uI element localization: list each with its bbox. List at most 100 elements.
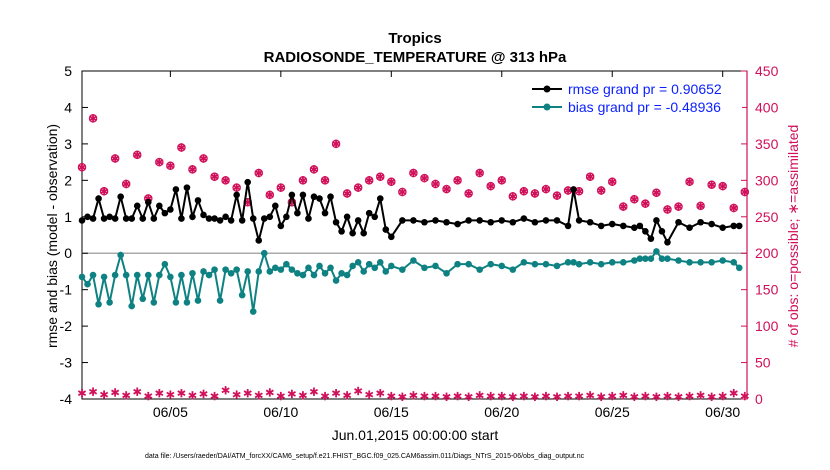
star-stroke: [597, 187, 606, 194]
y2-tick-label: 450: [755, 63, 779, 79]
bias-point: [586, 259, 594, 266]
obs-assimilated-point: [586, 391, 595, 400]
bias-point: [349, 262, 356, 270]
obs-assimilated-point: [475, 391, 484, 400]
star-stroke: [298, 392, 308, 399]
star-stroke: [387, 393, 396, 399]
obs-assimilated-point: [530, 392, 539, 402]
y2-tick-label: 100: [755, 318, 779, 334]
star-stroke: [420, 393, 429, 399]
star-stroke: [575, 188, 584, 195]
obs-assimilated-point: [398, 392, 407, 402]
bias-point: [636, 255, 644, 262]
star-stroke: [298, 177, 308, 184]
star-stroke: [122, 392, 131, 399]
x-tick-label: 06/10: [263, 404, 298, 420]
obs-assimilated-upper-point: [420, 173, 429, 183]
bias-point: [338, 269, 345, 277]
star-stroke: [740, 189, 749, 195]
star-stroke: [309, 388, 319, 395]
star-stroke: [508, 193, 517, 200]
obs-assimilated-point: [77, 388, 87, 398]
obs-assimilated-upper-point: [365, 176, 374, 185]
obs-assimilated-upper-point: [729, 203, 738, 213]
obs-assimilated-upper-point: [619, 202, 628, 211]
star-stroke: [685, 393, 694, 399]
obs-assimilated-upper-point: [707, 180, 716, 189]
legend-bias-label: bias grand pr = -0.48936: [568, 99, 721, 115]
rmse-point: [117, 193, 124, 201]
bias-point: [321, 269, 329, 277]
rmse-point: [122, 215, 130, 222]
obs-assimilated-upper-point: [674, 202, 683, 211]
rmse-point: [205, 215, 213, 222]
rmse-point: [564, 222, 572, 230]
obs-assimilated-point: [199, 389, 208, 399]
rmse-point: [376, 195, 384, 202]
series-obs-assimilated: [77, 386, 749, 402]
obs-assimilated-point: [221, 386, 230, 395]
rmse-point: [150, 215, 158, 222]
obs-assimilated-point: [442, 392, 451, 402]
bias-point: [216, 297, 224, 304]
star-stroke: [431, 181, 440, 187]
rmse-point: [343, 213, 351, 221]
obs-assimilated-upper-point: [298, 176, 308, 185]
rmse-point: [277, 222, 285, 230]
obs-assimilated-point: [740, 391, 749, 401]
y2-tick-label: 200: [755, 245, 779, 261]
star-stroke: [431, 393, 440, 399]
star-stroke: [608, 178, 617, 185]
bias-point: [686, 259, 693, 266]
star-stroke: [320, 177, 330, 184]
bias-point: [487, 260, 495, 268]
bias-point: [194, 297, 202, 304]
star-stroke: [552, 192, 562, 199]
star-stroke: [530, 393, 539, 400]
obs-assimilated-upper-point: [486, 181, 495, 191]
bias-point: [150, 299, 158, 306]
star-stroke: [354, 388, 363, 394]
obs-assimilated-point: [630, 392, 639, 402]
bias-point: [244, 268, 251, 275]
star-stroke: [442, 393, 451, 400]
bias-point: [183, 299, 191, 306]
obs-assimilated-upper-point: [497, 176, 506, 185]
obs-assimilated-point: [674, 392, 683, 402]
obs-assimilated-point: [563, 391, 573, 401]
bias-point: [156, 271, 163, 279]
rmse-point: [653, 217, 660, 224]
star-stroke: [365, 391, 374, 398]
obs-assimilated-upper-point: [232, 183, 241, 192]
bias-point: [697, 259, 704, 266]
bias-point: [371, 264, 379, 272]
obs-assimilated-point: [243, 388, 252, 398]
rmse-point: [388, 233, 395, 241]
rmse-point: [520, 215, 528, 222]
bias-point: [205, 271, 213, 279]
bias-point: [570, 259, 577, 266]
star-stroke: [519, 393, 528, 399]
star-stroke: [188, 166, 197, 173]
y-tick-label: -2: [60, 318, 73, 334]
bias-point: [608, 259, 616, 266]
bias-point: [735, 264, 743, 272]
obs-assimilated-upper-point: [685, 177, 694, 186]
legend-rmse-marker: [543, 85, 551, 93]
rmse-point: [719, 224, 726, 232]
obs-assimilated-point: [685, 391, 694, 401]
star-stroke: [409, 170, 418, 176]
bias-point: [564, 259, 572, 266]
y-tick-label: 3: [64, 136, 72, 152]
bias-point: [222, 266, 229, 273]
obs-assimilated-upper-point: [343, 189, 352, 198]
rmse-point: [708, 220, 715, 228]
star-stroke: [77, 164, 87, 171]
rmse-point: [332, 218, 340, 226]
y-axis-ticks: -4 -3 -2 -1 0 1 2 3 4 5: [60, 63, 88, 407]
y-tick-label: 4: [64, 99, 72, 115]
obs-assimilated-point: [552, 392, 562, 402]
bias-point: [100, 273, 108, 281]
star-stroke: [541, 393, 551, 399]
